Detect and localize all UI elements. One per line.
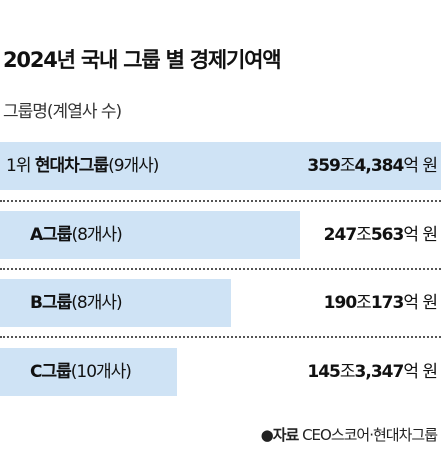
value-label-hyundai: 359조4,384억 원 <box>307 156 438 176</box>
value-label-a: 247조563억 원 <box>323 225 438 245</box>
bar-label-c: C그룹(10개사) <box>30 362 132 382</box>
bar-row-b: B그룹(8개사) 190조173억 원 <box>0 279 441 327</box>
bar-a <box>0 211 300 259</box>
chart-title: 2024년 국내 그룹 별 경제기여액 <box>3 48 282 72</box>
bar-label-a: A그룹(8개사) <box>30 225 123 245</box>
row-divider <box>0 336 441 338</box>
bar-row-a: A그룹(8개사) 247조563억 원 <box>0 211 441 259</box>
row-divider <box>0 200 441 202</box>
value-label-c: 145조3,347억 원 <box>307 362 438 382</box>
value-label-b: 190조173억 원 <box>323 293 438 313</box>
source-note: ●자료 CEO스코어·현대차그룹 <box>260 426 438 444</box>
bar-hyundai <box>0 142 441 190</box>
bar-b <box>0 279 231 327</box>
column-header: 그룹명(계열사 수) <box>3 102 122 122</box>
bar-label-hyundai: 1위 현대차그룹(9개사) <box>6 156 159 176</box>
bar-row-c: C그룹(10개사) 145조3,347억 원 <box>0 348 441 396</box>
bar-label-b: B그룹(8개사) <box>30 293 123 313</box>
bar-row-hyundai: 1위 현대차그룹(9개사) 359조4,384억 원 <box>0 142 441 190</box>
row-divider <box>0 268 441 270</box>
bar-c <box>0 348 177 396</box>
